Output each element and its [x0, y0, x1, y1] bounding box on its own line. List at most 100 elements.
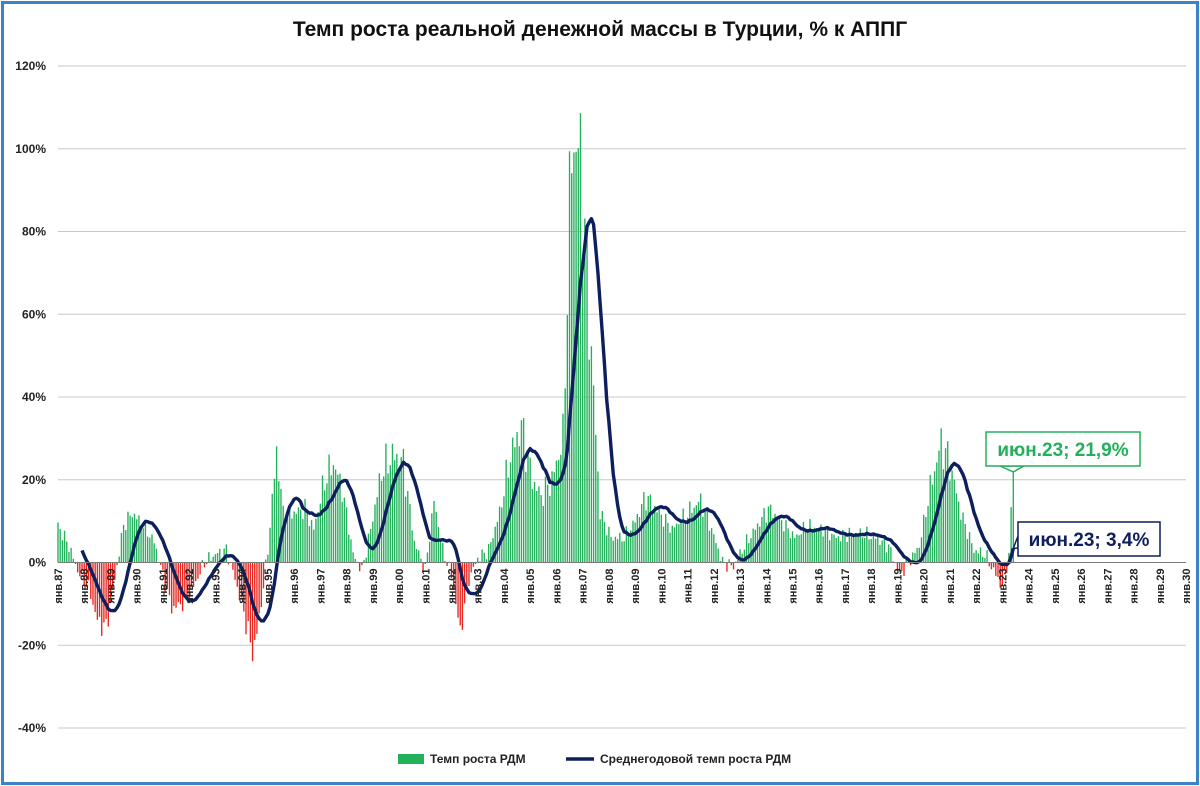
- bar-temp-rdm: [378, 473, 381, 563]
- bar-temp-rdm: [487, 544, 490, 563]
- bar-temp-rdm: [435, 511, 437, 563]
- x-tick-label: янв.13: [735, 569, 747, 604]
- bar-temp-rdm: [719, 560, 722, 563]
- bar-temp-rdm: [551, 471, 553, 563]
- bar-temp-rdm: [877, 537, 879, 563]
- x-tick-label: янв.08: [604, 569, 616, 604]
- bar-temp-rdm: [1012, 471, 1014, 563]
- bar-temp-rdm: [424, 562, 426, 564]
- bar-temp-rdm: [920, 537, 923, 563]
- bar-temp-rdm: [608, 526, 610, 563]
- bar-temp-rdm: [66, 541, 68, 563]
- bar-temp-rdm: [695, 505, 698, 563]
- bar-temp-rdm: [975, 550, 977, 563]
- x-tick-label: янв.07: [578, 569, 590, 604]
- bar-temp-rdm: [396, 453, 398, 563]
- bar-temp-rdm: [809, 519, 811, 563]
- bar-temp-rdm: [345, 507, 348, 563]
- bar-temp-rdm: [271, 493, 273, 563]
- bar-temp-rdm: [680, 523, 682, 563]
- x-tick-label: янв.93: [210, 569, 222, 604]
- bar-temp-rdm: [92, 562, 94, 605]
- bar-temp-rdm: [203, 562, 206, 568]
- bar-temp-rdm: [380, 480, 383, 563]
- bar-temp-rdm: [833, 534, 835, 563]
- x-tick-label: янв.15: [788, 569, 800, 604]
- bar-temp-rdm: [829, 540, 831, 563]
- bar-temp-rdm: [704, 509, 706, 563]
- bar-temp-rdm: [212, 556, 214, 563]
- bar-temp-rdm: [957, 501, 960, 563]
- bar-temp-rdm: [874, 538, 877, 563]
- bar-temp-rdm: [853, 536, 855, 563]
- x-tick-label: янв.27: [1102, 569, 1114, 604]
- bar-temp-rdm: [315, 518, 317, 563]
- bar-temp-rdm: [306, 513, 308, 563]
- x-tick-label: янв.29: [1155, 569, 1167, 604]
- bar-temp-rdm: [63, 530, 66, 563]
- bar-temp-rdm: [1001, 562, 1004, 587]
- bar-temp-rdm: [363, 559, 365, 563]
- bar-temp-rdm: [144, 520, 147, 563]
- bar-temp-rdm: [1006, 562, 1008, 574]
- x-tick-label: янв.03: [473, 569, 485, 604]
- bar-temp-rdm: [330, 475, 332, 563]
- bar-temp-rdm: [984, 558, 986, 563]
- bar-temp-rdm: [245, 562, 247, 635]
- bar-temp-rdm: [791, 531, 794, 563]
- bar-temp-rdm: [857, 535, 859, 563]
- bar-temp-rdm: [601, 511, 604, 563]
- bar-temp-rdm: [717, 548, 719, 563]
- bar-temp-rdm: [146, 536, 149, 563]
- bar-temp-rdm: [444, 561, 446, 563]
- bar-temp-rdm: [155, 548, 158, 563]
- bar-temp-rdm: [96, 562, 99, 620]
- bar-temp-rdm: [859, 528, 861, 563]
- bar-temp-rdm: [752, 528, 754, 563]
- bar-temp-rdm: [293, 511, 295, 563]
- y-tick-label: 0%: [29, 556, 47, 570]
- bar-temp-rdm: [334, 469, 337, 563]
- bar-temp-rdm: [68, 552, 70, 563]
- bar-temp-rdm: [332, 465, 335, 563]
- callout-box-bar: [985, 431, 1141, 467]
- bar-temp-rdm: [494, 526, 496, 563]
- bar-temp-rdm: [81, 562, 83, 571]
- bar-temp-rdm: [79, 562, 81, 577]
- bar-temp-rdm: [219, 548, 221, 563]
- bar-temp-rdm: [105, 562, 107, 619]
- bar-temp-rdm: [623, 541, 625, 563]
- bar-temp-rdm: [649, 494, 652, 563]
- bar-temp-rdm: [949, 480, 951, 563]
- x-tick-label: янв.87: [53, 569, 65, 604]
- bar-temp-rdm: [1008, 552, 1010, 563]
- bar-temp-rdm: [205, 562, 208, 565]
- bar-temp-rdm: [149, 537, 151, 563]
- bar-temp-rdm: [708, 530, 711, 563]
- bar-temp-rdm: [721, 556, 724, 563]
- bar-temp-rdm: [918, 547, 920, 563]
- bar-temp-rdm: [909, 562, 912, 566]
- bar-temp-rdm: [562, 413, 564, 563]
- bar-temp-rdm: [739, 549, 741, 563]
- x-tick-label: янв.09: [630, 569, 642, 604]
- bar-temp-rdm: [579, 113, 582, 563]
- bar-temp-rdm: [962, 512, 964, 563]
- bar-temp-rdm: [997, 562, 999, 577]
- bar-temp-rdm: [977, 553, 980, 563]
- y-tick-label: 100%: [15, 142, 46, 156]
- bar-temp-rdm: [682, 508, 684, 563]
- x-tick-label: янв.12: [709, 569, 721, 604]
- bar-temp-rdm: [317, 511, 319, 563]
- bar-temp-rdm: [564, 388, 566, 563]
- bar-temp-rdm: [990, 562, 993, 570]
- bar-temp-rdm: [118, 556, 120, 563]
- bar-temp-rdm: [361, 562, 363, 566]
- bar-temp-rdm: [343, 497, 346, 563]
- bar-temp-rdm: [923, 514, 925, 563]
- bar-temp-rdm: [776, 519, 778, 563]
- bar-temp-rdm: [518, 446, 520, 563]
- x-axis-ticks: янв.87 янв.88 янв.89 янв.90 янв.91 янв.92 янв.…: [53, 568, 1193, 604]
- bar-temp-rdm: [433, 500, 435, 563]
- bar-temp-rdm: [70, 547, 72, 563]
